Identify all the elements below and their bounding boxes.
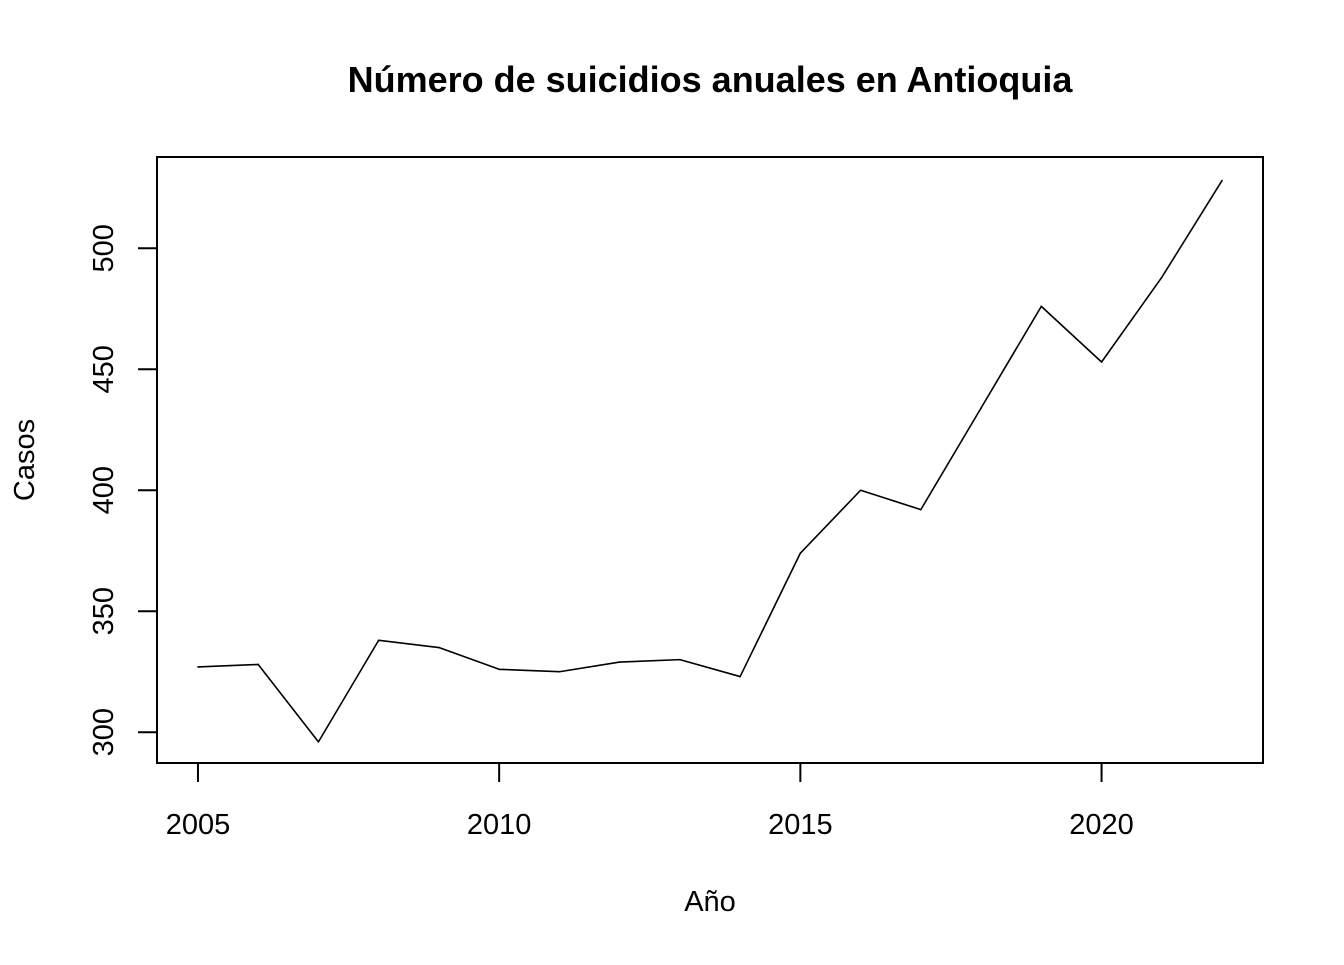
x-tick-label: 2015	[768, 809, 833, 841]
data-point	[197, 666, 199, 668]
y-tick-label: 400	[88, 466, 120, 514]
data-point	[558, 670, 561, 673]
x-axis: 2005 2010 2015 2020	[166, 762, 1134, 841]
y-axis: 300 350 400 450 500	[88, 224, 158, 756]
plot-frame	[156, 156, 1264, 764]
x-tick-label: 2005	[166, 809, 231, 841]
x-tick-label: 2010	[467, 809, 532, 841]
x-axis-label: Año	[684, 886, 736, 918]
y-tick-label: 500	[88, 224, 120, 272]
x-tick-label: 2020	[1069, 809, 1134, 841]
data-point	[679, 658, 681, 661]
data-point	[859, 489, 862, 492]
data-point	[438, 646, 440, 649]
data-point	[1160, 276, 1163, 279]
data-point	[799, 552, 802, 554]
data-point	[257, 663, 260, 666]
data-point	[1040, 305, 1043, 308]
y-axis-label: Casos	[9, 419, 41, 501]
series-layer	[197, 179, 1223, 743]
data-point	[317, 741, 320, 743]
data-point	[1100, 361, 1103, 363]
series-line	[197, 180, 1223, 743]
data-point	[920, 508, 922, 511]
y-tick-label: 450	[88, 345, 120, 393]
data-point	[739, 675, 741, 678]
data-point	[377, 639, 380, 642]
data-point	[618, 661, 621, 663]
y-tick-label: 300	[88, 708, 120, 756]
data-point	[498, 668, 500, 671]
chart-title: Número de suicidios anuales en Antioquia	[348, 59, 1074, 100]
y-tick-label: 350	[88, 587, 120, 635]
data-point	[1221, 179, 1223, 182]
data-point	[980, 407, 982, 409]
